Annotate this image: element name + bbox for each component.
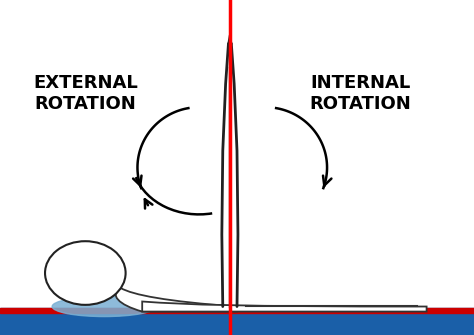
PathPatch shape	[142, 302, 427, 312]
FancyBboxPatch shape	[0, 308, 474, 313]
Ellipse shape	[52, 296, 156, 317]
Ellipse shape	[45, 241, 126, 305]
PathPatch shape	[116, 288, 237, 312]
Text: EXTERNAL
ROTATION: EXTERNAL ROTATION	[33, 74, 137, 113]
FancyBboxPatch shape	[0, 308, 474, 335]
Text: INTERNAL
ROTATION: INTERNAL ROTATION	[310, 74, 411, 113]
